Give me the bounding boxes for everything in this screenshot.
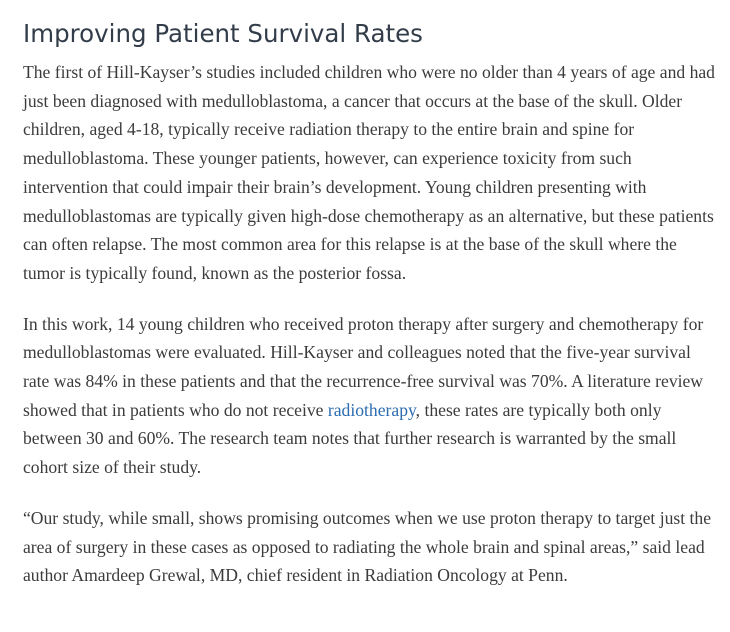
paragraph-results-text-before-link: In this work, 14 young children who rece… (23, 313, 704, 420)
radiotherapy-link[interactable]: radiotherapy (327, 399, 416, 420)
paragraph-author-quote: “Our study, while small, shows promising… (23, 507, 712, 586)
paragraph-study-background: The first of Hill-Kayser’s studies inclu… (23, 62, 715, 283)
article-section: Improving Patient Survival Rates The fir… (23, 14, 720, 590)
paragraph-study-results: In this work, 14 young children who rece… (23, 310, 720, 482)
paragraph-results-text-after-link: , these rates are typically both only be… (23, 399, 677, 478)
section-heading: Improving Patient Survival Rates (23, 19, 423, 48)
